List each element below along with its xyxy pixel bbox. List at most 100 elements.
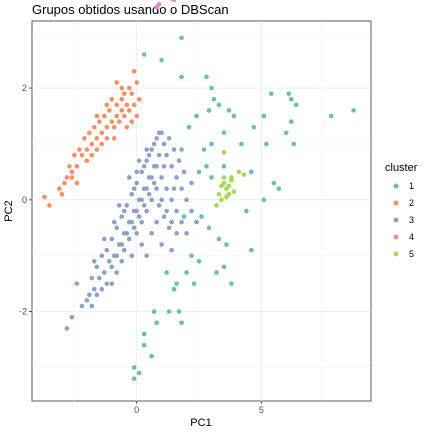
data-point: [109, 264, 115, 270]
data-point: [196, 169, 202, 175]
data-point: [179, 74, 184, 80]
data-point: [144, 208, 149, 214]
data-point: [181, 169, 187, 175]
data-point: [124, 124, 130, 130]
data-point: [169, 219, 174, 225]
data-point: [136, 96, 142, 102]
x-tick-label: 5: [259, 405, 264, 415]
data-point: [186, 124, 192, 130]
data-point: [141, 342, 147, 348]
y-tick-label: 2: [22, 83, 27, 93]
data-point: [174, 175, 179, 180]
data-point: [236, 169, 242, 175]
legend-label: 3: [409, 215, 414, 225]
legend-item-4: 4: [393, 232, 414, 242]
data-point: [283, 130, 289, 136]
data-point: [94, 147, 100, 152]
data-point: [286, 91, 292, 96]
data-point: [239, 141, 244, 147]
data-point: [226, 108, 232, 113]
data-point: [251, 124, 257, 130]
y-axis-ticks: -2 0 2: [19, 83, 32, 317]
data-point: [99, 253, 105, 259]
data-point: [144, 253, 149, 259]
data-point: [224, 242, 229, 247]
plot-area: [31, 0, 372, 402]
data-point: [131, 365, 137, 370]
data-point: [47, 203, 52, 208]
data-point: [241, 172, 247, 177]
data-point: [119, 258, 125, 264]
gridlines: [32, 21, 371, 401]
data-point: [159, 197, 164, 203]
data-point: [171, 186, 177, 191]
data-point: [101, 270, 107, 275]
y-tick-label: 0: [22, 195, 27, 205]
data-point: [179, 35, 184, 41]
data-point: [149, 175, 154, 180]
data-point: [124, 231, 130, 236]
data-point: [99, 286, 105, 292]
data-point: [189, 208, 194, 214]
data-point: [101, 113, 107, 119]
data-point: [121, 208, 127, 214]
legend-label: 2: [409, 198, 414, 208]
series-3: [64, 130, 199, 331]
data-point: [62, 180, 67, 186]
data-point: [156, 152, 162, 158]
data-point: [106, 108, 112, 113]
data-point: [131, 376, 137, 381]
data-point: [216, 102, 222, 108]
data-point: [196, 258, 202, 264]
legend-key: [393, 217, 399, 223]
data-point: [244, 208, 249, 214]
data-point: [164, 152, 169, 158]
data-point: [84, 158, 90, 164]
data-point: [191, 281, 197, 286]
data-point: [77, 147, 82, 152]
data-point: [111, 136, 117, 141]
data-point: [151, 309, 157, 314]
legend-label: 1: [409, 181, 414, 191]
data-point: [154, 186, 159, 191]
data-point: [144, 147, 149, 152]
data-point: [146, 152, 152, 158]
data-point: [171, 147, 177, 152]
data-point: [161, 163, 167, 169]
data-point: [87, 130, 92, 136]
data-point: [156, 130, 162, 136]
data-point: [171, 0, 177, 3]
data-point: [164, 270, 169, 275]
data-point: [106, 258, 112, 264]
data-point: [64, 326, 70, 331]
data-point: [126, 236, 132, 242]
data-point: [184, 231, 189, 236]
data-point: [231, 189, 237, 194]
data-point: [141, 52, 147, 57]
data-point: [151, 180, 157, 186]
data-point: [176, 158, 182, 164]
data-point: [121, 247, 127, 253]
data-point: [181, 214, 187, 219]
data-point: [189, 180, 194, 186]
data-point: [184, 270, 189, 275]
data-point: [174, 231, 179, 236]
data-point: [221, 150, 227, 155]
data-point: [184, 197, 189, 203]
data-point: [101, 236, 107, 242]
data-point: [149, 147, 154, 152]
data-point: [293, 102, 299, 108]
x-tick-label: 0: [134, 405, 139, 415]
data-point: [134, 180, 139, 186]
data-point: [57, 186, 62, 191]
data-point: [174, 281, 179, 286]
data-point: [131, 68, 137, 74]
data-point: [206, 108, 212, 113]
data-point: [139, 242, 144, 247]
data-point: [204, 74, 209, 80]
legend-key: [393, 251, 399, 257]
data-point: [166, 136, 172, 141]
data-point: [119, 108, 125, 113]
data-point: [209, 141, 214, 147]
data-point: [119, 214, 125, 219]
